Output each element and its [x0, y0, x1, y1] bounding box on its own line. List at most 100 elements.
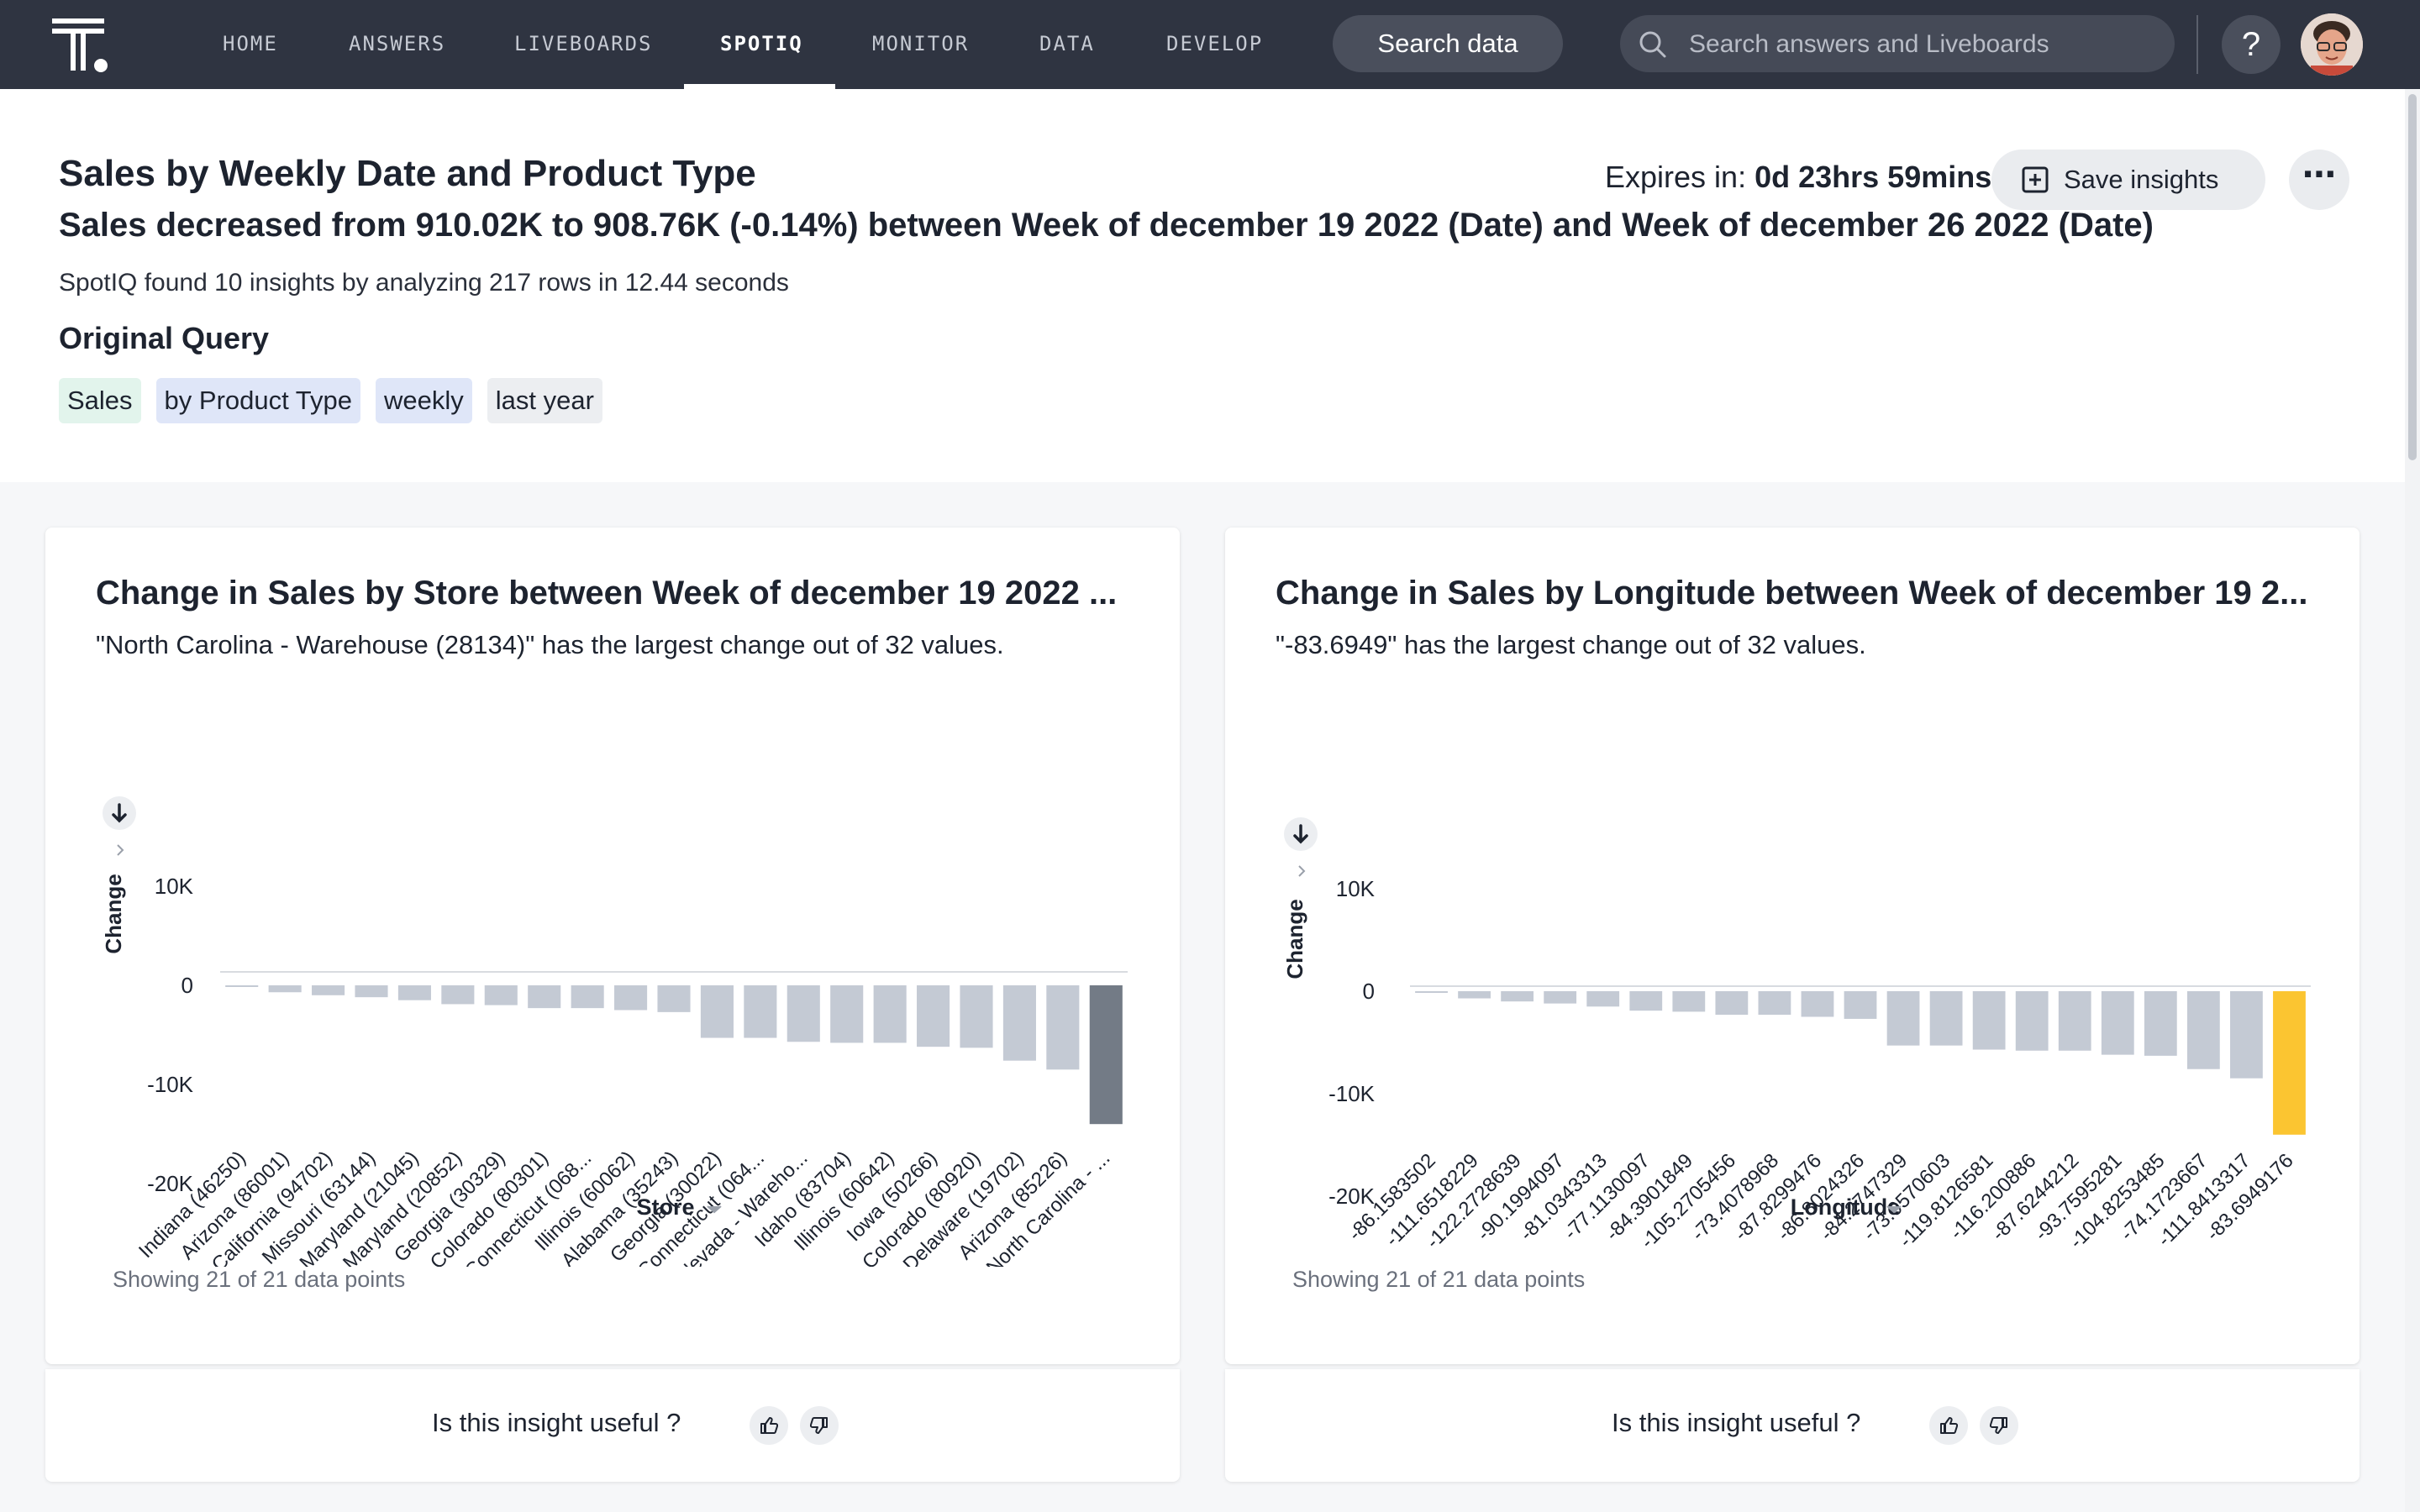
query-chip[interactable]: Sales	[59, 378, 141, 423]
thumbs-down-button[interactable]	[800, 1406, 839, 1445]
y-tick-label: -20K	[147, 1171, 194, 1196]
chart-bar[interactable]	[1715, 991, 1749, 1016]
query-chip[interactable]: last year	[487, 378, 602, 423]
chart-bar[interactable]	[484, 985, 518, 1005]
nav-item-develop[interactable]: DEVELOP	[1166, 32, 1264, 55]
chart-bar[interactable]	[1415, 991, 1448, 993]
analysis-summary: SpotIQ found 10 insights by analyzing 21…	[59, 269, 789, 297]
chart-bar[interactable]	[1758, 991, 1791, 1016]
user-avatar[interactable]	[2301, 13, 2363, 76]
chart-bar[interactable]	[312, 985, 345, 995]
nav-item-monitor[interactable]: MONITOR	[872, 32, 970, 55]
chart-bar[interactable]	[1886, 991, 1920, 1046]
chart-bar[interactable]	[700, 985, 734, 1038]
chart-bar[interactable]	[2058, 991, 2091, 1051]
top-nav: HOME ANSWERS LIVEBOARDS SPOTIQ MONITOR DATA DE…	[0, 0, 2420, 89]
add-box-icon	[2022, 166, 2049, 193]
chart-bar[interactable]	[830, 985, 864, 1043]
expiry-info: Expires in: 0d 23hrs 59mins	[1605, 160, 1991, 195]
avatar-photo-icon	[2301, 13, 2363, 76]
insight-card-store: Change in Sales by Store between Week of…	[45, 528, 1180, 1364]
chart-bar[interactable]	[786, 985, 820, 1042]
y-axis-title[interactable]: Change	[1282, 899, 1307, 979]
chart-bar[interactable]	[397, 985, 431, 1000]
chevron-down-icon[interactable]	[707, 1205, 722, 1214]
chart-bar[interactable]	[528, 985, 561, 1009]
help-button[interactable]: ?	[2222, 15, 2281, 74]
chart-bar[interactable]	[1672, 991, 1706, 1012]
nav-item-home[interactable]: HOME	[223, 32, 278, 55]
chart-bar[interactable]	[2273, 991, 2306, 1135]
chart-bar[interactable]	[2101, 991, 2134, 1055]
chart-bar[interactable]	[1929, 991, 1963, 1046]
chart-bar[interactable]	[873, 985, 907, 1043]
chart-bar[interactable]	[1089, 985, 1123, 1125]
thoughtspot-logo-icon[interactable]	[52, 18, 111, 74]
y-tick-label: -10K	[147, 1072, 194, 1097]
chart-bar[interactable]	[1844, 991, 1877, 1019]
chart-bar[interactable]	[960, 985, 993, 1048]
chart-bar[interactable]	[917, 985, 950, 1047]
chart-bar[interactable]	[1972, 991, 2006, 1050]
thumbs-up-icon	[760, 1417, 778, 1434]
chart-bar[interactable]	[2144, 991, 2177, 1056]
thumbs-up-icon	[1940, 1417, 1958, 1434]
chart-bar[interactable]	[1629, 991, 1663, 1011]
chart-bar[interactable]	[1458, 991, 1491, 999]
chevron-down-icon[interactable]	[1886, 1205, 1902, 1214]
nav-item-spotiq[interactable]: SPOTIQ	[720, 32, 803, 55]
sort-arrow-icon[interactable]	[1284, 817, 1318, 851]
x-axis-title[interactable]: Store	[636, 1194, 694, 1220]
y-tick-label: 0	[1363, 979, 1375, 1004]
insight-feedback-store: Is this insight useful ?	[45, 1369, 1180, 1482]
thumbs-up-button[interactable]	[750, 1406, 788, 1445]
y-tick-label: -10K	[1328, 1081, 1376, 1106]
chart-bar[interactable]	[614, 985, 648, 1011]
page-scrollbar-thumb[interactable]	[2408, 94, 2417, 460]
save-insights-label: Save insights	[2064, 165, 2219, 194]
chart-bar[interactable]	[1002, 985, 1036, 1061]
global-search-box[interactable]	[1620, 15, 2175, 74]
card-title: Change in Sales by Store between Week of…	[96, 575, 1118, 612]
sort-arrow-icon[interactable]	[103, 796, 136, 830]
card-title: Change in Sales by Longitude between Wee…	[1276, 575, 2308, 612]
y-axis-title[interactable]: Change	[101, 874, 126, 953]
save-insights-button[interactable]: Save insights	[1991, 150, 2265, 210]
insight-headline: Sales decreased from 910.02K to 908.76K …	[59, 207, 2154, 244]
chart-bar[interactable]	[1544, 991, 1577, 1004]
insight-feedback-longitude: Is this insight useful ?	[1225, 1369, 2360, 1482]
thumbs-up-button[interactable]	[1929, 1406, 1968, 1445]
chart-bar[interactable]	[1501, 991, 1534, 1002]
chart-bar[interactable]	[571, 985, 604, 1009]
expires-value: 0d 23hrs 59mins	[1754, 160, 1992, 194]
chart-bar[interactable]	[268, 985, 302, 993]
chart-bar[interactable]	[2015, 991, 2049, 1051]
more-options-button[interactable]: ⋯	[2289, 150, 2349, 210]
chart-bar[interactable]	[355, 985, 388, 998]
chart-bar[interactable]	[744, 985, 777, 1038]
chart-bar[interactable]	[657, 985, 691, 1012]
chart-bar[interactable]	[2186, 991, 2220, 1069]
y-tick-label: -20K	[1328, 1184, 1376, 1209]
y-tick-label: 10K	[155, 874, 194, 899]
chart-bar[interactable]	[1046, 985, 1080, 1070]
global-search-input[interactable]	[1687, 15, 2161, 74]
bar-chart-longitude[interactable]: 10K0-10K-20K-86.1583502-111.6518229-122.…	[1225, 687, 2360, 1267]
chart-bar[interactable]	[1586, 991, 1620, 1007]
chevron-right-icon	[1298, 865, 1306, 877]
search-data-button[interactable]: Search data	[1333, 15, 1563, 72]
thumbs-down-button[interactable]	[1980, 1406, 2018, 1445]
feedback-question: Is this insight useful ?	[432, 1408, 681, 1437]
chart-bar[interactable]	[2230, 991, 2263, 1079]
chart-bar[interactable]	[441, 985, 475, 1005]
query-chip[interactable]: by Product Type	[155, 378, 360, 423]
nav-item-data[interactable]: DATA	[1039, 32, 1095, 55]
x-axis-title[interactable]: Longitude	[1791, 1194, 1900, 1220]
nav-item-liveboards[interactable]: LIVEBOARDS	[514, 32, 653, 55]
nav-item-answers[interactable]: ANSWERS	[349, 32, 446, 55]
chart-bar[interactable]	[225, 985, 259, 987]
data-points-count: Showing 21 of 21 data points	[1292, 1267, 1586, 1292]
chart-bar[interactable]	[1801, 991, 1834, 1017]
query-chip[interactable]: weekly	[376, 378, 472, 423]
